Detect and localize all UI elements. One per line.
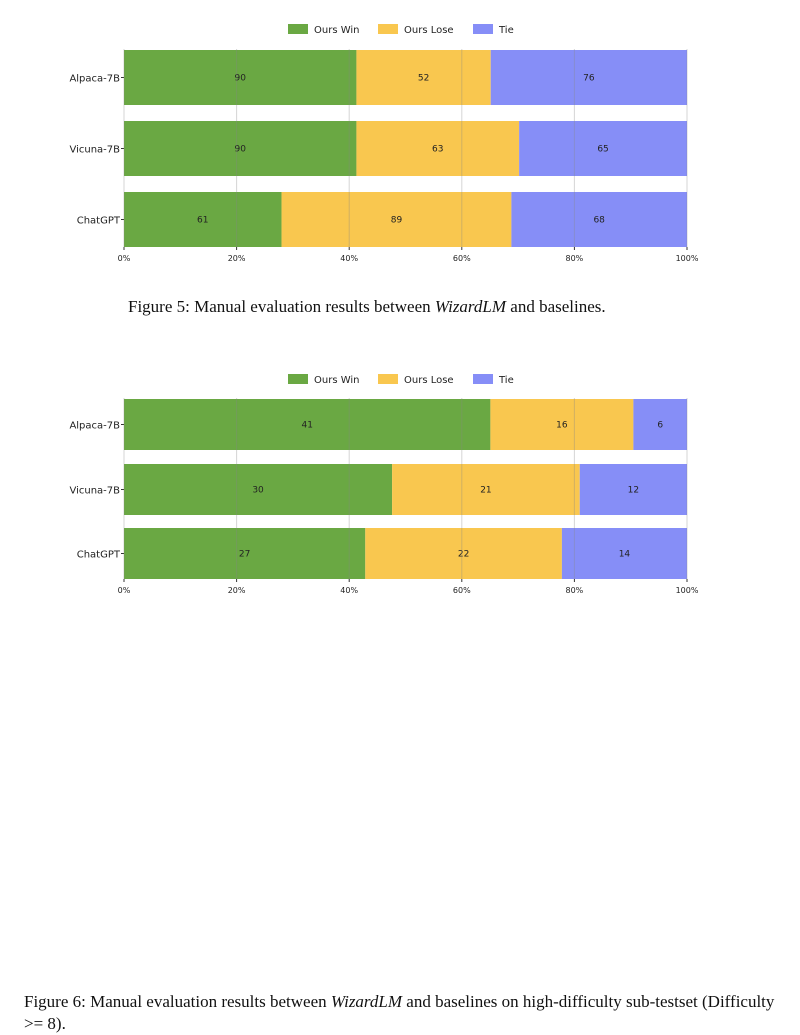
caption-emphasis: WizardLM bbox=[330, 992, 403, 1011]
fig5-ytick-label-2: ChatGPT bbox=[77, 216, 121, 227]
fig5-bar-0-2 bbox=[490, 50, 687, 105]
caption-suffix: and baselines. bbox=[506, 297, 606, 316]
caption-prefix: Figure 5: Manual evaluation results betw… bbox=[128, 297, 435, 316]
fig5-bars: 90 52 76 90 63 65 61 89 68 bbox=[124, 50, 687, 247]
fig6-bar-label-1-0: 30 bbox=[252, 486, 264, 496]
fig6-xtick-label-2: 40% bbox=[340, 586, 358, 595]
fig5-legend-label-1: Ours Lose bbox=[404, 25, 454, 36]
fig5-legend-label-2: Tie bbox=[498, 25, 514, 36]
fig5-bar-label-2-1: 89 bbox=[391, 216, 403, 226]
fig5-xtick-label-1: 20% bbox=[228, 254, 246, 263]
fig6-xtick-label-1: 20% bbox=[228, 586, 246, 595]
fig6-bars: 41 16 6 30 21 12 27 22 14 bbox=[124, 399, 687, 579]
fig5-bar-label-0-0: 90 bbox=[234, 74, 246, 84]
fig5-bar-2-1 bbox=[281, 192, 512, 247]
figure-5-caption: Figure 5: Manual evaluation results betw… bbox=[128, 296, 606, 318]
fig6-legend-label-0: Ours Win bbox=[314, 375, 360, 386]
figure-6-caption: Figure 6: Manual evaluation results betw… bbox=[24, 991, 794, 1035]
figure-5-chart: Ours Win Ours Lose Tie 90 52 76 90 63 65 61 89 68 Al… bbox=[69, 24, 699, 263]
fig6-bar-2-1 bbox=[365, 528, 562, 579]
fig6-ytick-label-0: Alpaca-7B bbox=[69, 421, 120, 432]
fig6-bar-label-1-1: 21 bbox=[480, 486, 491, 496]
fig5-ytick-label-0: Alpaca-7B bbox=[69, 74, 120, 85]
fig5-bar-label-0-2: 76 bbox=[583, 74, 595, 84]
fig5-bar-0-1 bbox=[356, 50, 491, 105]
fig6-xtick-label-4: 80% bbox=[566, 586, 584, 595]
fig6-xtick-label-5: 100% bbox=[676, 586, 699, 595]
fig5-legend-label-0: Ours Win bbox=[314, 25, 360, 36]
fig6-bar-0-1 bbox=[490, 399, 634, 450]
fig6-ytick-label-2: ChatGPT bbox=[77, 550, 121, 561]
fig5-bar-label-1-0: 90 bbox=[234, 145, 246, 155]
fig6-bar-0-0 bbox=[124, 399, 491, 450]
caption-emphasis: WizardLM bbox=[434, 297, 507, 316]
fig5-legend-swatch-1 bbox=[378, 24, 398, 34]
fig6-bar-label-2-2: 14 bbox=[619, 550, 631, 560]
fig5-bar-1-0 bbox=[124, 121, 357, 176]
fig6-bar-1-1 bbox=[392, 464, 580, 515]
fig6-xtick-label-0: 0% bbox=[118, 586, 131, 595]
fig5-legend-swatch-0 bbox=[288, 24, 308, 34]
fig5-xtick-label-2: 40% bbox=[340, 254, 358, 263]
caption-prefix: Figure 6: Manual evaluation results betw… bbox=[24, 992, 331, 1011]
fig5-bar-label-2-0: 61 bbox=[197, 216, 208, 226]
fig5-bar-1-1 bbox=[356, 121, 520, 176]
fig6-legend-swatch-0 bbox=[288, 374, 308, 384]
fig6-bar-label-0-2: 6 bbox=[657, 421, 663, 431]
fig5-bar-1-2 bbox=[519, 121, 687, 176]
fig5-bar-2-0 bbox=[124, 192, 282, 247]
fig5-xtick-label-4: 80% bbox=[566, 254, 584, 263]
fig5-bar-2-2 bbox=[511, 192, 687, 247]
fig6-legend-swatch-2 bbox=[473, 374, 493, 384]
fig6-bar-label-0-1: 16 bbox=[556, 421, 568, 431]
fig5-xtick-label-0: 0% bbox=[118, 254, 131, 263]
fig5-bar-label-2-2: 68 bbox=[593, 216, 605, 226]
figure-6: Ours Win Ours Lose Tie 41 16 6 30 21 12 27 22 14 Alp… bbox=[0, 365, 800, 1033]
fig6-legend: Ours Win Ours Lose Tie bbox=[288, 374, 514, 386]
fig6-bar-2-0 bbox=[124, 528, 366, 579]
fig5-legend-swatch-2 bbox=[473, 24, 493, 34]
fig6-bar-2-2 bbox=[561, 528, 687, 579]
fig6-legend-swatch-1 bbox=[378, 374, 398, 384]
fig6-bar-label-0-0: 41 bbox=[301, 421, 312, 431]
fig5-bar-label-1-2: 65 bbox=[597, 145, 608, 155]
fig6-bar-label-2-0: 27 bbox=[239, 550, 250, 560]
fig6-legend-label-1: Ours Lose bbox=[404, 375, 454, 386]
fig6-xtick-label-3: 60% bbox=[453, 586, 471, 595]
fig5-xtick-label-3: 60% bbox=[453, 254, 471, 263]
fig5-xtick-label-5: 100% bbox=[676, 254, 699, 263]
fig6-bar-label-1-2: 12 bbox=[628, 486, 639, 496]
fig6-bar-0-2 bbox=[633, 399, 687, 450]
fig5-ytick-label-1: Vicuna-7B bbox=[69, 145, 120, 156]
fig5-bar-label-0-1: 52 bbox=[418, 74, 429, 84]
figure-6-chart: Ours Win Ours Lose Tie 41 16 6 30 21 12 27 22 14 Alp… bbox=[69, 374, 699, 595]
fig5-legend: Ours Win Ours Lose Tie bbox=[288, 24, 514, 36]
figure-5: Ours Win Ours Lose Tie 90 52 76 90 63 65 61 89 68 Al… bbox=[0, 0, 800, 330]
fig6-bar-1-0 bbox=[124, 464, 393, 515]
fig6-bar-1-2 bbox=[579, 464, 687, 515]
fig6-ytick-label-1: Vicuna-7B bbox=[69, 486, 120, 497]
fig6-bar-label-2-1: 22 bbox=[458, 550, 469, 560]
fig5-bar-label-1-1: 63 bbox=[432, 145, 443, 155]
fig5-bar-0-0 bbox=[124, 50, 357, 105]
fig6-legend-label-2: Tie bbox=[498, 375, 514, 386]
